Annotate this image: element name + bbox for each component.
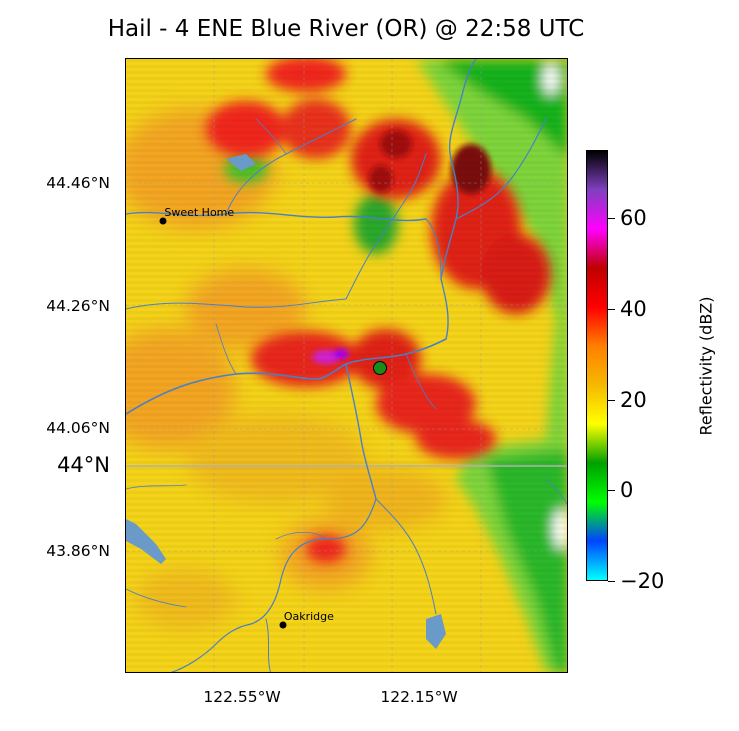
colorbar-tick-label: 20 bbox=[620, 387, 647, 412]
radar-map-canvas bbox=[126, 59, 567, 672]
latitude-label: 44.06°N bbox=[46, 419, 110, 438]
latitude-label: 44.46°N bbox=[46, 174, 110, 193]
colorbar-tick-label: −20 bbox=[620, 569, 665, 593]
city-label-sweet-home: Sweet Home bbox=[164, 206, 235, 219]
colorbar-tick bbox=[608, 218, 615, 220]
colorbar-title: Reflectivity (dBZ) bbox=[696, 296, 716, 436]
colorbar-tick-label: 60 bbox=[620, 206, 647, 231]
longitude-label: 122.15°W bbox=[380, 688, 458, 706]
colorbar-tick-label: 40 bbox=[620, 296, 647, 321]
hail-event-marker[interactable] bbox=[373, 361, 388, 375]
latitude-label-emphasis: 44°N bbox=[57, 453, 110, 477]
chart-title: Hail - 4 ENE Blue River (OR) @ 22:58 UTC bbox=[107, 16, 585, 42]
city-marker-sweet-home[interactable] bbox=[159, 217, 167, 225]
lakes bbox=[126, 154, 446, 649]
latitude-label: 43.86°N bbox=[46, 541, 110, 560]
radar-map[interactable]: Sweet Home Oakridge bbox=[125, 58, 568, 673]
latitude-label: 44.26°N bbox=[46, 296, 110, 315]
colorbar-tick bbox=[608, 581, 615, 583]
colorbar-tick-label: 0 bbox=[620, 478, 634, 503]
colorbar bbox=[586, 150, 608, 581]
city-marker-oakridge[interactable] bbox=[279, 621, 287, 629]
city-label-oakridge: Oakridge bbox=[283, 610, 334, 624]
colorbar-tick bbox=[608, 490, 615, 492]
longitude-label: 122.55°W bbox=[203, 688, 281, 706]
colorbar-tick bbox=[608, 399, 615, 401]
colorbar-tick bbox=[608, 308, 615, 310]
rivers bbox=[126, 59, 567, 672]
map-gridlines bbox=[126, 59, 567, 672]
